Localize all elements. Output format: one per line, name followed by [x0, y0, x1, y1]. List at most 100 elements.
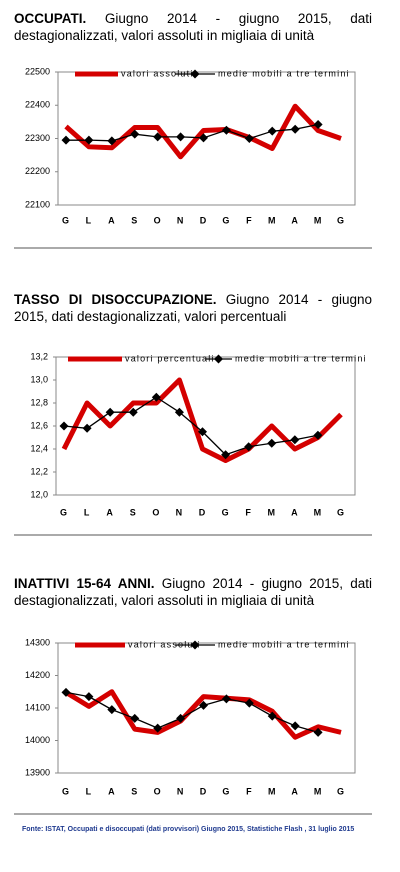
chart-title: TASSO DI DISOCCUPAZIONE. — [14, 292, 217, 307]
chart-subtitle: Giugno 2014 - giugno 2015, dati destagio… — [14, 11, 372, 43]
series-line — [64, 689, 342, 740]
marker — [290, 721, 300, 731]
legend-label: valori assoluti — [121, 68, 194, 78]
x-tick-label: O — [154, 786, 162, 796]
x-tick-label: O — [154, 215, 162, 225]
plot-frame — [57, 642, 356, 774]
marker — [128, 407, 138, 417]
y-tick-label: 12,6 — [30, 420, 48, 430]
y-tick-label: 14200 — [25, 670, 50, 680]
x-tick-label: M — [314, 215, 323, 225]
y-tick-label: 22400 — [25, 100, 50, 110]
marker — [198, 427, 207, 437]
x-tick-label: D — [200, 215, 208, 225]
marker — [221, 125, 231, 135]
marker — [61, 687, 71, 697]
legend-marker — [190, 640, 200, 650]
x-tick-label: L — [86, 786, 93, 796]
y-tick-label: 12,8 — [30, 397, 48, 407]
x-tick-label: G — [222, 215, 230, 225]
x-tick-label: G — [222, 786, 230, 796]
y-tick-label: 22500 — [25, 66, 50, 76]
series-line — [63, 396, 319, 456]
marker — [221, 694, 231, 704]
y-tick-label: 12,0 — [30, 489, 48, 499]
plot-frame — [55, 356, 356, 496]
marker — [84, 692, 94, 702]
x-tick-label: A — [291, 786, 299, 796]
x-tick-label: G — [62, 786, 70, 796]
y-tick-label: 22100 — [25, 199, 50, 209]
y-tick-label: 22200 — [25, 166, 50, 176]
x-tick-label: G — [337, 786, 345, 796]
x-tick-label: S — [130, 507, 137, 517]
legend-label: medie mobili a tre termini — [218, 68, 350, 78]
y-tick-label: 13900 — [25, 767, 50, 777]
marker — [199, 133, 208, 143]
marker — [290, 124, 300, 134]
x-tick-label: A — [108, 215, 116, 225]
x-tick-label: M — [268, 215, 277, 225]
marker — [244, 134, 254, 143]
series-line — [64, 103, 342, 160]
chart-heading: OCCUPATI. Giugno 2014 - giugno 2015, dat… — [14, 10, 372, 44]
x-tick-label: N — [177, 215, 185, 225]
marker — [267, 711, 277, 721]
chart-subtitle: Giugno 2014 - giugno 2015, dati destagio… — [14, 576, 372, 608]
marker — [290, 435, 300, 445]
chart-heading: TASSO DI DISOCCUPAZIONE. Giugno 2014 - g… — [14, 291, 372, 325]
x-tick-label: O — [152, 507, 160, 517]
marker — [82, 423, 92, 433]
x-tick-label: D — [199, 507, 207, 517]
marker — [244, 698, 254, 708]
x-tick-label: L — [86, 215, 93, 225]
x-tick-label: F — [246, 215, 253, 225]
source: Fonte: ISTAT, Occupati e disoccupati (da… — [22, 826, 355, 833]
marker — [151, 392, 161, 402]
x-tick-label: M — [314, 786, 323, 796]
y-tick-label: 22300 — [25, 133, 50, 143]
marker — [130, 713, 140, 723]
x-tick-label: M — [268, 786, 277, 796]
marker — [176, 132, 186, 142]
marker — [313, 120, 323, 130]
marker — [221, 450, 231, 460]
chart-subtitle: Giugno 2014 - giugno 2015, dati destagio… — [14, 292, 372, 324]
marker — [174, 407, 184, 417]
x-tick-label: D — [200, 786, 208, 796]
legend-marker — [214, 354, 223, 364]
x-tick-label: G — [337, 215, 345, 225]
x-tick-label: A — [108, 786, 116, 796]
marker — [59, 421, 69, 431]
marker — [244, 442, 254, 452]
x-tick-label: S — [131, 786, 138, 796]
x-tick-label: N — [176, 507, 184, 517]
x-tick-label: G — [337, 507, 345, 517]
y-tick-label: 13,0 — [30, 374, 48, 384]
x-tick-label: S — [131, 215, 138, 225]
x-tick-label: G — [62, 215, 70, 225]
marker — [105, 407, 115, 417]
y-tick-label: 13,2 — [30, 351, 48, 361]
legend-label: medie mobili a tre termini — [218, 639, 350, 649]
x-tick-label: A — [291, 507, 299, 517]
marker — [267, 438, 277, 448]
x-tick-label: L — [84, 507, 91, 517]
marker — [313, 430, 323, 440]
marker — [153, 723, 163, 733]
marker — [267, 126, 277, 136]
chart-heading: INATTIVI 15-64 ANNI. Giugno 2014 - giugn… — [14, 575, 372, 609]
x-tick-label: F — [245, 507, 252, 517]
x-tick-label: G — [222, 507, 230, 517]
marker — [107, 705, 117, 715]
y-tick-label: 12,2 — [30, 466, 48, 476]
x-tick-label: F — [246, 786, 253, 796]
x-tick-label: M — [314, 507, 323, 517]
legend-marker — [190, 69, 200, 79]
y-tick-label: 14100 — [25, 702, 50, 712]
y-tick-label: 14000 — [25, 735, 50, 745]
legend-label: medie mobili a tre termini — [235, 353, 367, 363]
x-tick-label: A — [106, 507, 114, 517]
